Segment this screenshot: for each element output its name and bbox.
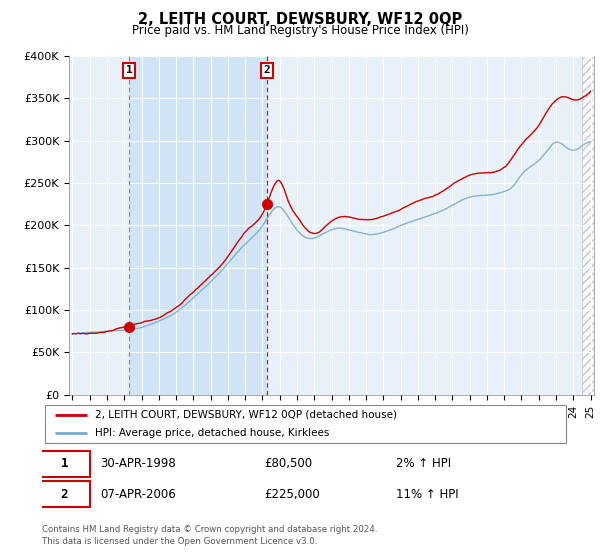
Text: 2: 2 bbox=[264, 66, 271, 76]
Text: 2, LEITH COURT, DEWSBURY, WF12 0QP (detached house): 2, LEITH COURT, DEWSBURY, WF12 0QP (deta… bbox=[95, 410, 397, 420]
Text: 2% ↑ HPI: 2% ↑ HPI bbox=[396, 458, 451, 470]
Text: 30-APR-1998: 30-APR-1998 bbox=[100, 458, 176, 470]
Text: 1: 1 bbox=[126, 66, 133, 76]
FancyBboxPatch shape bbox=[40, 451, 89, 477]
Bar bbox=[129, 56, 267, 395]
Text: 2, LEITH COURT, DEWSBURY, WF12 0QP: 2, LEITH COURT, DEWSBURY, WF12 0QP bbox=[138, 12, 462, 27]
FancyBboxPatch shape bbox=[40, 481, 89, 507]
Text: 11% ↑ HPI: 11% ↑ HPI bbox=[396, 488, 458, 501]
Text: Contains HM Land Registry data © Crown copyright and database right 2024.
This d: Contains HM Land Registry data © Crown c… bbox=[42, 525, 377, 546]
Text: £225,000: £225,000 bbox=[264, 488, 320, 501]
Text: 1: 1 bbox=[61, 458, 68, 470]
Text: £80,500: £80,500 bbox=[264, 458, 312, 470]
Text: Price paid vs. HM Land Registry's House Price Index (HPI): Price paid vs. HM Land Registry's House … bbox=[131, 24, 469, 37]
FancyBboxPatch shape bbox=[44, 405, 566, 443]
Text: HPI: Average price, detached house, Kirklees: HPI: Average price, detached house, Kirk… bbox=[95, 428, 329, 438]
Text: 2: 2 bbox=[61, 488, 68, 501]
Text: 07-APR-2006: 07-APR-2006 bbox=[100, 488, 176, 501]
Bar bbox=[582, 56, 599, 395]
